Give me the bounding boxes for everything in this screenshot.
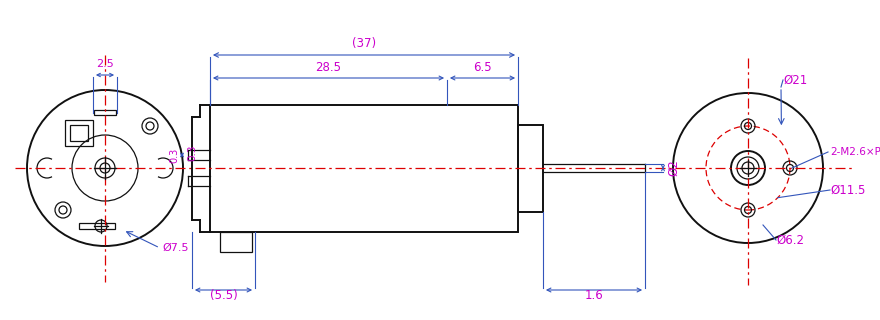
Bar (70, 125, 88, 141)
Text: (5.5): (5.5) (209, 289, 238, 302)
Text: Ø2: Ø2 (667, 160, 680, 176)
Text: (37): (37) (352, 37, 376, 50)
Bar (65, 120, 93, 146)
Text: 0.3: 0.3 (169, 148, 179, 163)
Bar (220, 232, 252, 252)
Text: 6.5: 6.5 (473, 61, 492, 74)
Bar (94, 110, 116, 115)
Text: 2-M2.6×P0.45×2dp.: 2-M2.6×P0.45×2dp. (830, 147, 880, 157)
Text: Ø7.5: Ø7.5 (162, 243, 188, 253)
Text: Ø21: Ø21 (783, 74, 807, 86)
Text: Ø11.5: Ø11.5 (830, 183, 865, 196)
Text: Ø6.2: Ø6.2 (776, 234, 804, 246)
Text: 0.3: 0.3 (187, 145, 197, 161)
Bar (210, 105, 518, 232)
Text: 1.6: 1.6 (584, 289, 604, 302)
Bar (79, 223, 115, 229)
Text: 28.5: 28.5 (316, 61, 341, 74)
Bar (518, 125, 543, 212)
Text: 2.5: 2.5 (96, 59, 114, 69)
